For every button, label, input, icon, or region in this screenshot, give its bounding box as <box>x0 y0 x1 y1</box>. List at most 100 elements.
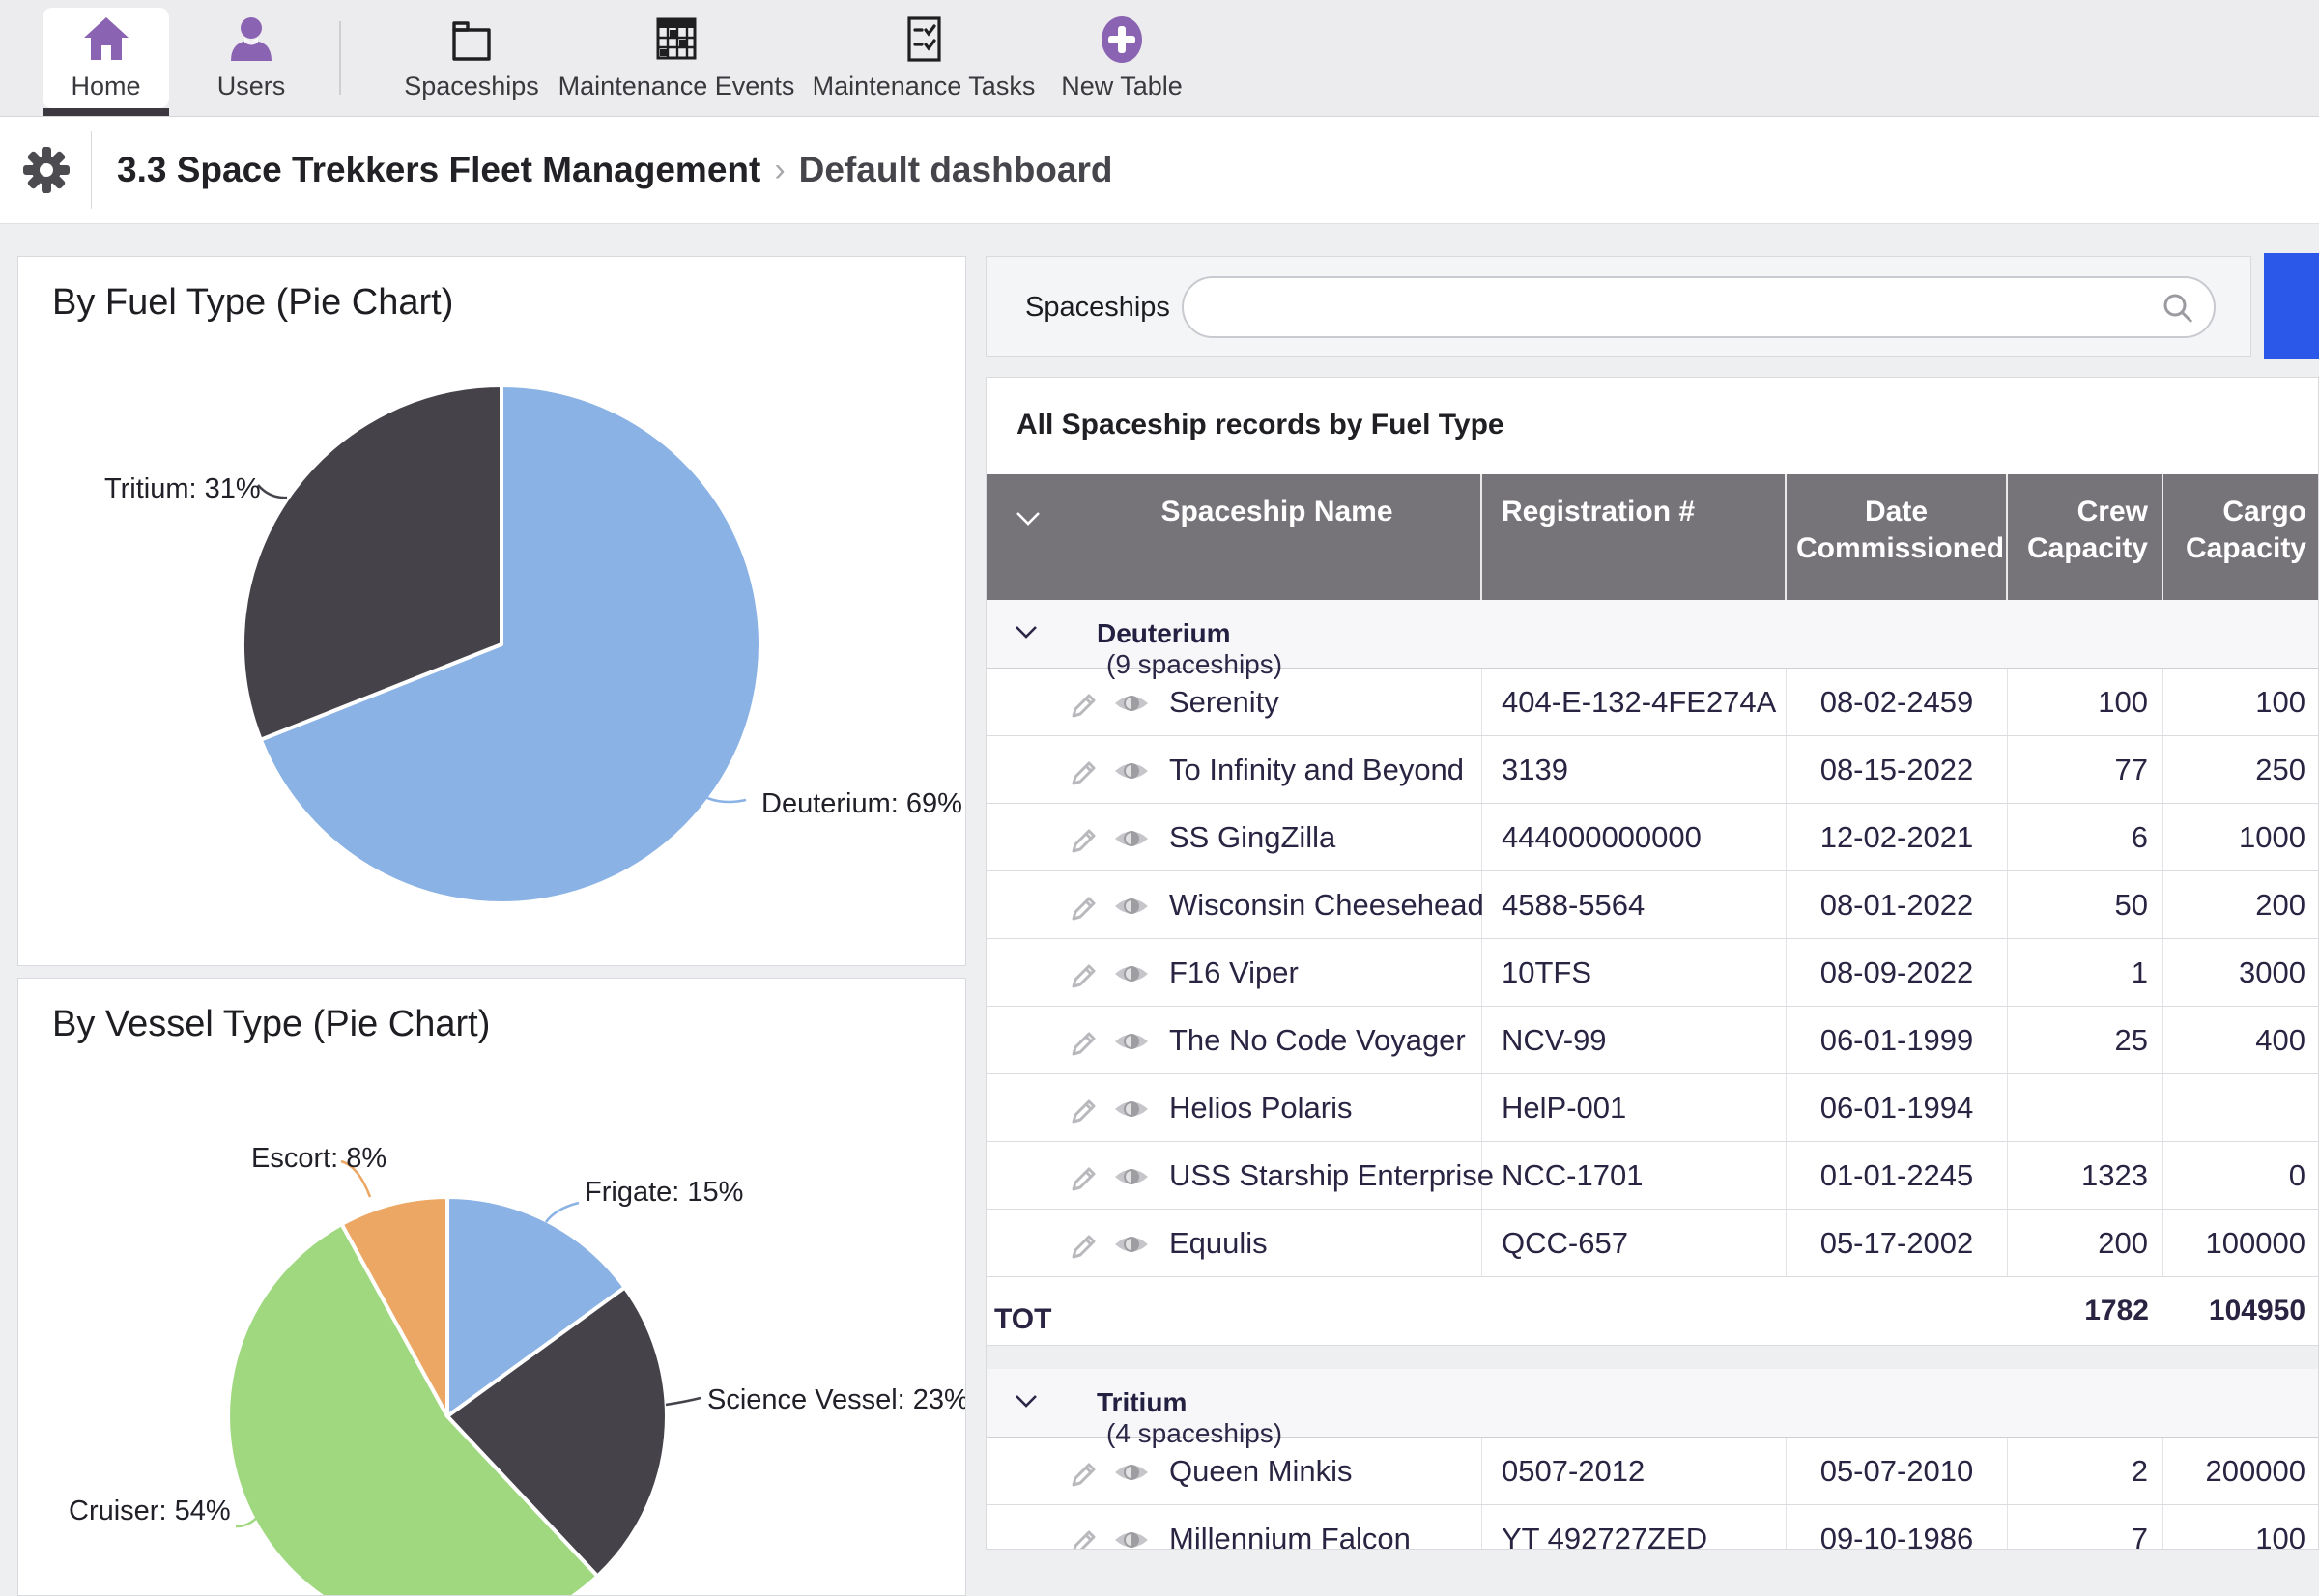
chevron-down-icon[interactable] <box>1013 1392 1040 1411</box>
vessel-pie-chart[interactable] <box>18 979 965 1596</box>
nav-item-users[interactable]: Users <box>193 0 309 116</box>
cell-registration: 10TFS <box>1482 939 1787 1006</box>
cell-spaceship-name: The No Code Voyager <box>987 1007 1482 1073</box>
cell-spaceship-name: USS Starship Enterprise <box>987 1142 1494 1209</box>
cell-registration: YT 492727ZED <box>1482 1505 1787 1549</box>
search-field[interactable] <box>1182 276 2216 338</box>
cell-spaceship-name: Serenity <box>987 669 1482 735</box>
fuel-type-chart-card: By Fuel Type (Pie Chart) Tritium: 31% De… <box>17 256 966 966</box>
column-header-label: Cargo Capacity <box>2185 496 2306 564</box>
cell-crew-capacity <box>2008 1074 2163 1141</box>
view-icon[interactable] <box>1112 686 1151 721</box>
chevron-down-icon[interactable] <box>1012 503 1045 527</box>
cell-date-commissioned: 09-10-1986 <box>1787 1505 2008 1549</box>
top-navigation: Home Users Spaceships Maintenance Events… <box>0 0 2319 117</box>
chevron-down-icon[interactable] <box>1013 623 1040 642</box>
cell-registration: HelP-001 <box>1482 1074 1787 1141</box>
pie-label-frigate: Frigate: 15% <box>585 1177 744 1208</box>
table-header-row: Spaceship Name Registration # Date Commi… <box>987 474 2318 600</box>
spaceship-name: Equulis <box>1169 1225 1268 1260</box>
view-icon[interactable] <box>1112 889 1151 924</box>
cell-registration: NCV-99 <box>1482 1007 1787 1073</box>
table-row[interactable]: Millennium Falcon YT 492727ZED 09-10-1986 7… <box>987 1505 2318 1550</box>
column-header-date-commissioned[interactable]: Date Commissioned <box>1787 474 2008 600</box>
cell-cargo-capacity: 200000 <box>2205 1453 2305 1488</box>
fuel-pie-chart[interactable] <box>18 257 965 965</box>
totals-label: TOT <box>994 1303 1052 1335</box>
nav-item-home[interactable]: Home <box>43 0 169 116</box>
edit-icon[interactable] <box>1068 1092 1102 1126</box>
column-header-label: Spaceship Name <box>1160 496 1393 527</box>
column-header-spaceship-name[interactable]: Spaceship Name <box>987 474 1482 600</box>
table-row[interactable]: Equulis QCC-657 05-17-2002 200 100000 <box>987 1210 2318 1277</box>
group-name: Deuterium (9 spaceships) <box>1097 618 1283 679</box>
cell-date-commissioned: 08-09-2022 <box>1787 939 2008 1006</box>
edit-icon[interactable] <box>1068 1159 1102 1194</box>
cell-crew-capacity: 7 <box>2008 1505 2163 1549</box>
table-row[interactable]: Queen Minkis 0507-2012 05-07-2010 2 200000 <box>987 1438 2318 1505</box>
edit-icon[interactable] <box>1068 1455 1102 1490</box>
view-icon[interactable] <box>1112 1455 1151 1490</box>
edit-icon[interactable] <box>1068 754 1102 788</box>
view-icon[interactable] <box>1112 1024 1151 1059</box>
table-row[interactable]: USS Starship Enterprise NCC-1701 01-01-224… <box>987 1142 2318 1210</box>
column-header-registration[interactable]: Registration # <box>1482 474 1787 600</box>
cell-spaceship-name: F16 Viper <box>987 939 1482 1006</box>
pie-slice-science-vessel[interactable] <box>445 1285 669 1579</box>
search-input[interactable] <box>1211 282 2142 332</box>
pie-label-science-vessel: Science Vessel: 23% <box>707 1384 966 1415</box>
column-header-crew-capacity[interactable]: Crew Capacity <box>2008 474 2163 600</box>
view-icon[interactable] <box>1112 1092 1151 1126</box>
cell-crew-capacity: 200 <box>2008 1210 2163 1276</box>
nav-item-new-table[interactable]: New Table <box>1049 0 1194 116</box>
cell-cargo-capacity: 3000 <box>2239 955 2305 989</box>
edit-icon[interactable] <box>1068 1227 1102 1262</box>
app-title[interactable]: 3.3 Space Trekkers Fleet Management <box>117 150 761 189</box>
edit-icon[interactable] <box>1068 889 1102 924</box>
edit-icon[interactable] <box>1068 1024 1102 1059</box>
cell-registration: NCC-1701 <box>1482 1142 1787 1209</box>
cell-date-commissioned: 01-01-2245 <box>1787 1142 2008 1209</box>
edit-icon[interactable] <box>1068 686 1102 721</box>
edit-icon[interactable] <box>1068 956 1102 991</box>
view-icon[interactable] <box>1112 1227 1151 1262</box>
pie-slice-deuterium[interactable] <box>258 384 762 905</box>
edit-icon[interactable] <box>1068 1523 1102 1549</box>
nav-item-maintenance-events[interactable]: Maintenance Events <box>541 0 812 116</box>
view-icon[interactable] <box>1112 956 1151 991</box>
pie-slice-cruiser[interactable] <box>226 1222 600 1596</box>
column-header-label: Registration # <box>1502 496 1696 527</box>
view-icon[interactable] <box>1112 1523 1151 1549</box>
breadcrumb-divider <box>91 131 92 209</box>
spaceship-name: The No Code Voyager <box>1169 1022 1466 1057</box>
group-header-deuterium[interactable]: Deuterium (9 spaceships) <box>987 600 2318 679</box>
column-header-label: Date Commissioned <box>1796 496 2005 564</box>
column-header-cargo-capacity[interactable]: Cargo Capacity <box>2163 474 2318 600</box>
edit-icon[interactable] <box>1068 821 1102 856</box>
cell-crew-capacity: 1323 <box>2008 1142 2163 1209</box>
nav-item-spaceships[interactable]: Spaceships <box>394 0 549 116</box>
group-header-tritium[interactable]: Tritium (4 spaceships) <box>987 1369 2318 1448</box>
gear-icon[interactable] <box>21 145 72 195</box>
pie-slice-escort[interactable] <box>339 1195 449 1418</box>
table-row[interactable]: The No Code Voyager NCV-99 06-01-1999 25 400 <box>987 1007 2318 1074</box>
users-icon <box>226 14 276 64</box>
primary-action-button[interactable] <box>2264 253 2319 359</box>
group-totals-row: TOT 1782 104950 <box>987 1277 2318 1345</box>
cell-cargo-capacity: 100 <box>2255 1521 2305 1550</box>
table-row[interactable]: To Infinity and Beyond 3139 08-15-2022 77 25… <box>987 736 2318 804</box>
view-icon[interactable] <box>1112 821 1151 856</box>
pie-slice-tritium[interactable] <box>241 384 503 742</box>
cell-crew-capacity: 50 <box>2008 871 2163 938</box>
table-row[interactable]: Helios Polaris HelP-001 06-01-1994 <box>987 1074 2318 1142</box>
cell-spaceship-name: Helios Polaris <box>987 1074 1482 1141</box>
table-row[interactable]: SS GingZilla 444000000000 12-02-2021 6 1000 <box>987 804 2318 871</box>
breadcrumb-chevron: › <box>774 151 786 188</box>
table-row[interactable]: F16 Viper 10TFS 08-09-2022 1 3000 <box>987 939 2318 1007</box>
view-icon[interactable] <box>1112 754 1151 788</box>
view-icon[interactable] <box>1112 1159 1151 1194</box>
nav-item-maintenance-tasks[interactable]: Maintenance Tasks <box>798 0 1049 116</box>
cell-spaceship-name: Queen Minkis <box>987 1438 1482 1504</box>
table-row[interactable]: Serenity 404-E-132-4FE274A 08-02-2459 100 10… <box>987 669 2318 736</box>
table-row[interactable]: Wisconsin Cheesehead 4588-5564 08-01-2022 5… <box>987 871 2318 939</box>
